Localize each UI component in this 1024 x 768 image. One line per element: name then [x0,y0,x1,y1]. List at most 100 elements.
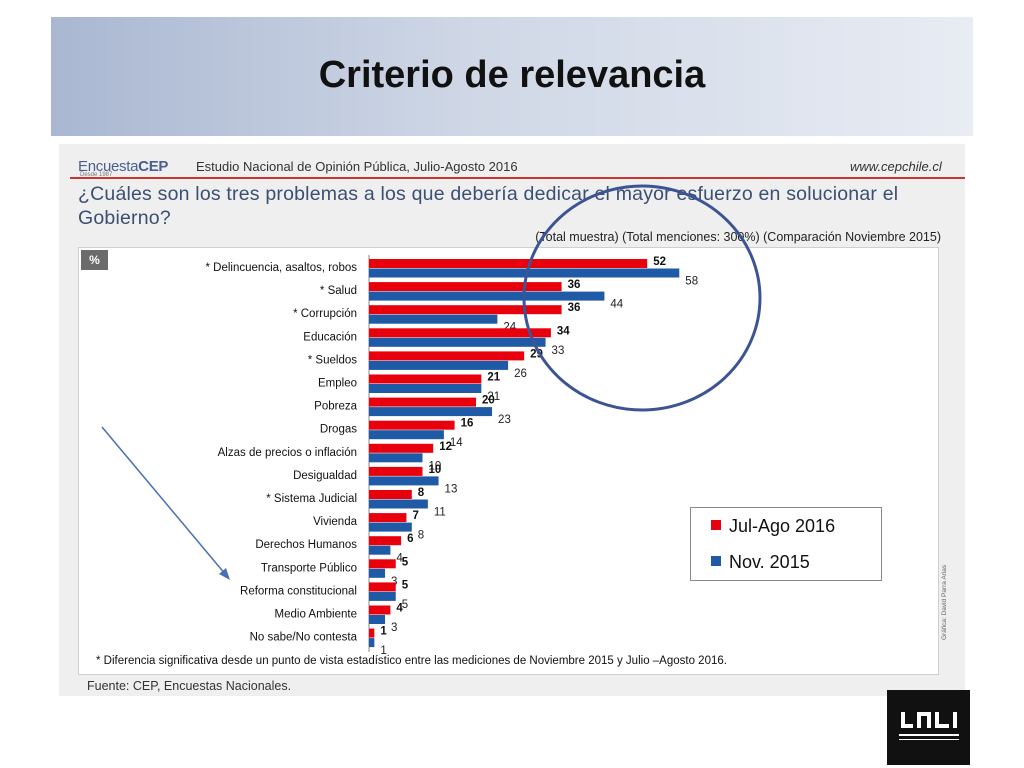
brand-since: Desde 1987 [80,172,113,178]
bar-series-1 [369,443,434,453]
bar-series-2 [369,337,546,347]
value-label-series-2: 5 [402,599,408,611]
bar-series-2 [369,522,412,532]
value-label-series-2: 13 [445,483,458,495]
value-label-series-1: 10 [429,464,442,476]
value-label-series-2: 1 [380,645,386,657]
percent-badge: % [81,250,108,270]
value-label-series-2: 58 [685,276,698,288]
bar-series-2 [369,291,605,301]
value-label-series-1: 36 [568,279,581,291]
bar-series-1 [369,351,525,361]
bar-series-1 [369,536,402,546]
legend-label-series-2: Nov. 2015 [729,552,810,572]
bar-series-2 [369,360,509,370]
value-label-series-1: 20 [482,395,495,407]
header-divider [70,177,965,179]
bar-series-2 [369,314,498,324]
legend-item-series-2: Nov. 2015 [711,552,810,573]
chart-subtitle: (Total muestra) (Total menciones: 300%) … [535,230,941,244]
category-label: * Delincuencia, asaltos, robos [206,262,358,274]
bar-series-1 [369,605,391,615]
bar-series-2 [369,615,386,624]
value-label-series-2: 26 [514,368,527,380]
category-label: No sabe/No contesta [250,632,358,644]
bar-series-1 [369,559,396,569]
footnote: * Diferencia significativa desde un punt… [96,655,727,667]
slide-title: Criterio de relevancia [318,54,706,96]
bar-series-1 [369,328,551,338]
category-label: Desigualdad [293,470,357,482]
value-label-series-2: 4 [396,553,403,565]
value-label-series-1: 12 [439,441,452,453]
category-label: Alzas de precios o inflación [218,447,357,459]
bar-series-1 [369,628,375,638]
bar-series-2 [369,638,375,648]
value-label-series-1: 34 [557,325,570,337]
chart-area [78,247,939,675]
study-title: Estudio Nacional de Opinión Pública, Jul… [196,159,518,174]
bar-series-1 [369,420,455,430]
value-label-series-2: 21 [487,391,500,403]
chart-credit: Gráfica: David Parra Arias [941,564,948,640]
value-label-series-2: 3 [391,576,397,588]
bar-series-2 [369,591,396,601]
category-label: * Sueldos [308,354,357,366]
value-label-series-2: 11 [434,507,446,519]
bar-series-1 [369,259,648,268]
category-label: Empleo [318,378,357,390]
value-label-series-2: 3 [391,622,397,634]
category-label: Drogas [320,424,357,436]
category-label: Derechos Humanos [255,539,357,551]
value-label-series-1: 36 [568,302,581,314]
category-label: * Salud [320,285,357,297]
legend-swatch-series-2 [711,556,721,567]
bar-series-1 [369,282,562,292]
bar-series-1 [369,397,476,407]
bar-series-1 [369,513,407,523]
university-logo-icon [899,712,959,740]
legend-item-series-1: Jul-Ago 2016 [711,516,835,537]
value-label-series-1: 5 [402,556,409,568]
value-label-series-2: 10 [429,460,442,472]
category-label: * Sistema Judicial [266,493,357,505]
brand-logo: EncuestaCEP [78,158,168,175]
legend-swatch-series-1 [711,520,721,531]
bar-series-2 [369,568,386,578]
bar-series-2 [369,407,493,417]
category-label: Medio Ambiente [275,609,357,621]
value-label-series-2: 14 [450,437,463,449]
category-label: Transporte Público [261,562,357,574]
bar-series-1 [369,374,482,384]
category-label: Pobreza [314,401,357,413]
survey-question: ¿Cuáles son los tres problemas a los que… [78,183,899,229]
category-label: * Corrupción [293,308,357,320]
bar-series-1 [369,490,412,499]
value-label-series-1: 8 [418,487,425,499]
source-note: Fuente: CEP, Encuestas Nacionales. [87,679,292,693]
annotation-arrowhead [219,568,230,580]
value-label-series-2: 8 [418,530,424,542]
chart-legend: Jul-Ago 2016 Nov. 2015 [690,507,882,581]
value-label-series-1: 21 [487,372,500,384]
bar-series-2 [369,453,423,463]
value-label-series-1: 4 [396,603,403,615]
value-label-series-1: 5 [402,579,409,591]
brand-prefix: Encuesta [78,158,139,175]
value-label-series-1: 7 [412,510,418,522]
value-label-series-2: 23 [498,414,511,426]
bar-series-2 [369,268,680,278]
bar-series-1 [369,305,562,315]
bar-series-2 [369,545,391,555]
category-label: Educación [303,331,357,343]
value-label-series-1: 6 [407,533,413,545]
highlight-circle [522,184,762,412]
value-label-series-1: 1 [380,626,387,638]
value-label-series-1: 16 [461,418,474,430]
legend-label-series-1: Jul-Ago 2016 [729,516,836,536]
bar-series-2 [369,430,444,440]
value-label-series-2: 44 [610,299,623,311]
annotation-arrow-line [101,426,227,576]
category-label: Vivienda [313,516,358,528]
